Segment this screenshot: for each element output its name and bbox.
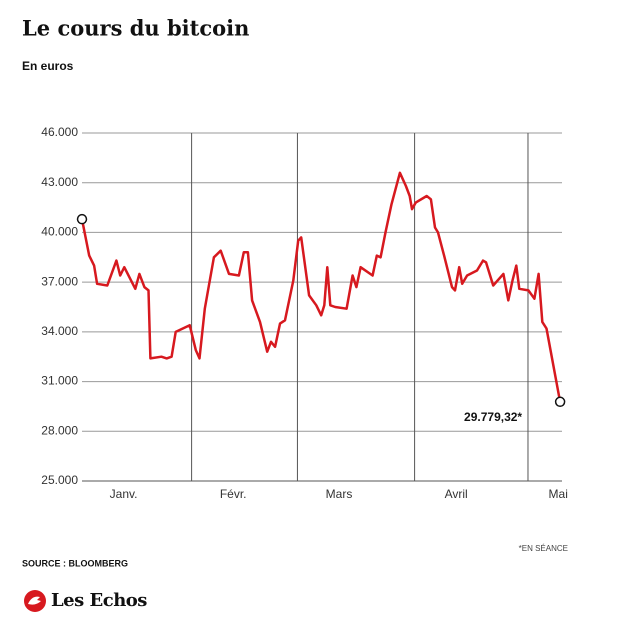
logo-rooster: [28, 596, 41, 605]
source: SOURCE : BLOOMBERG: [22, 558, 128, 568]
y-tick-label: 34.000: [41, 324, 78, 338]
y-tick-label: 31.000: [41, 374, 78, 388]
footnote: *EN SÉANCE: [519, 544, 568, 553]
logo: Les Echos: [24, 590, 148, 612]
brand: Les Echos: [51, 590, 147, 611]
x-tick-label: Mai: [549, 487, 568, 501]
x-tick-label: Mars: [326, 487, 353, 501]
data-label: 29.779,32*: [464, 410, 522, 424]
x-tick-label: Avril: [445, 487, 468, 501]
endpoint-marker: [76, 213, 88, 225]
y-tick-label: 43.000: [41, 175, 78, 189]
y-tick-label: 28.000: [41, 423, 78, 437]
x-tick-label: Janv.: [110, 487, 138, 501]
endpoint-marker: [554, 396, 566, 408]
x-tick-label: Févr.: [220, 487, 247, 501]
y-tick-label: 37.000: [41, 274, 78, 288]
y-tick-label: 40.000: [41, 225, 78, 239]
chart-subtitle: En euros: [22, 59, 74, 73]
y-tick-label: 46.000: [41, 125, 78, 139]
chart-title: Le cours du bitcoin: [22, 16, 249, 41]
y-tick-label: 25.000: [41, 473, 78, 487]
data-line: [80, 171, 562, 403]
